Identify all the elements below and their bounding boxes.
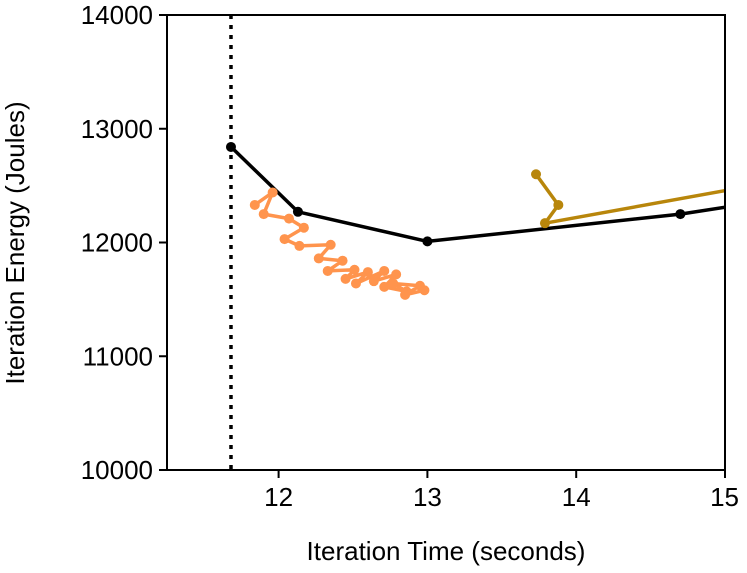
x-tick-label: 15 bbox=[710, 482, 739, 512]
data-point-black bbox=[675, 209, 686, 220]
data-point-orange bbox=[362, 267, 373, 278]
data-point-orange bbox=[267, 187, 278, 198]
data-point-orange bbox=[284, 213, 295, 224]
y-axis-label: Iteration Energy (Joules) bbox=[0, 101, 30, 384]
data-point-orange bbox=[400, 289, 411, 300]
x-tick-label: 12 bbox=[264, 482, 293, 512]
data-point-orange bbox=[279, 234, 290, 245]
series-line-gold bbox=[534, 173, 725, 225]
series-line-orange bbox=[253, 190, 425, 297]
data-point-orange bbox=[349, 264, 360, 275]
data-point-orange bbox=[313, 253, 324, 264]
data-point-orange bbox=[419, 285, 430, 296]
data-point-orange bbox=[294, 240, 305, 251]
x-axis: 12 13 14 15 bbox=[264, 470, 739, 512]
data-point-orange bbox=[388, 278, 399, 289]
data-point-orange bbox=[379, 265, 390, 276]
y-tick-label: 13000 bbox=[81, 114, 153, 144]
data-point-orange bbox=[298, 222, 309, 233]
data-point-orange bbox=[379, 281, 390, 292]
data-point-gold bbox=[531, 169, 542, 180]
data-point-orange bbox=[340, 273, 351, 284]
data-point-orange bbox=[258, 209, 269, 220]
data-point-orange bbox=[368, 276, 379, 287]
data-point-orange bbox=[337, 255, 348, 266]
x-tick-label: 13 bbox=[413, 482, 442, 512]
y-tick-label: 11000 bbox=[83, 341, 153, 371]
y-tick-label: 10000 bbox=[81, 455, 153, 485]
data-point-orange bbox=[322, 265, 333, 276]
plot-frame bbox=[166, 14, 726, 471]
data-point-orange bbox=[325, 239, 336, 250]
plot-area bbox=[225, 15, 725, 470]
data-point-black bbox=[422, 236, 433, 247]
data-point-orange bbox=[249, 199, 260, 210]
data-point-black bbox=[292, 206, 303, 217]
data-point-orange bbox=[350, 278, 361, 289]
data-point-orange bbox=[391, 269, 402, 280]
data-point-black bbox=[225, 141, 236, 152]
y-axis: 10000 11000 12000 13000 14000 bbox=[81, 0, 167, 485]
x-axis-label: Iteration Time (seconds) bbox=[307, 536, 586, 566]
y-tick-label: 12000 bbox=[81, 228, 153, 258]
data-point-gold bbox=[553, 199, 564, 210]
data-point-gold bbox=[539, 218, 550, 229]
y-tick-label: 14000 bbox=[81, 0, 153, 30]
x-tick-label: 14 bbox=[562, 482, 591, 512]
